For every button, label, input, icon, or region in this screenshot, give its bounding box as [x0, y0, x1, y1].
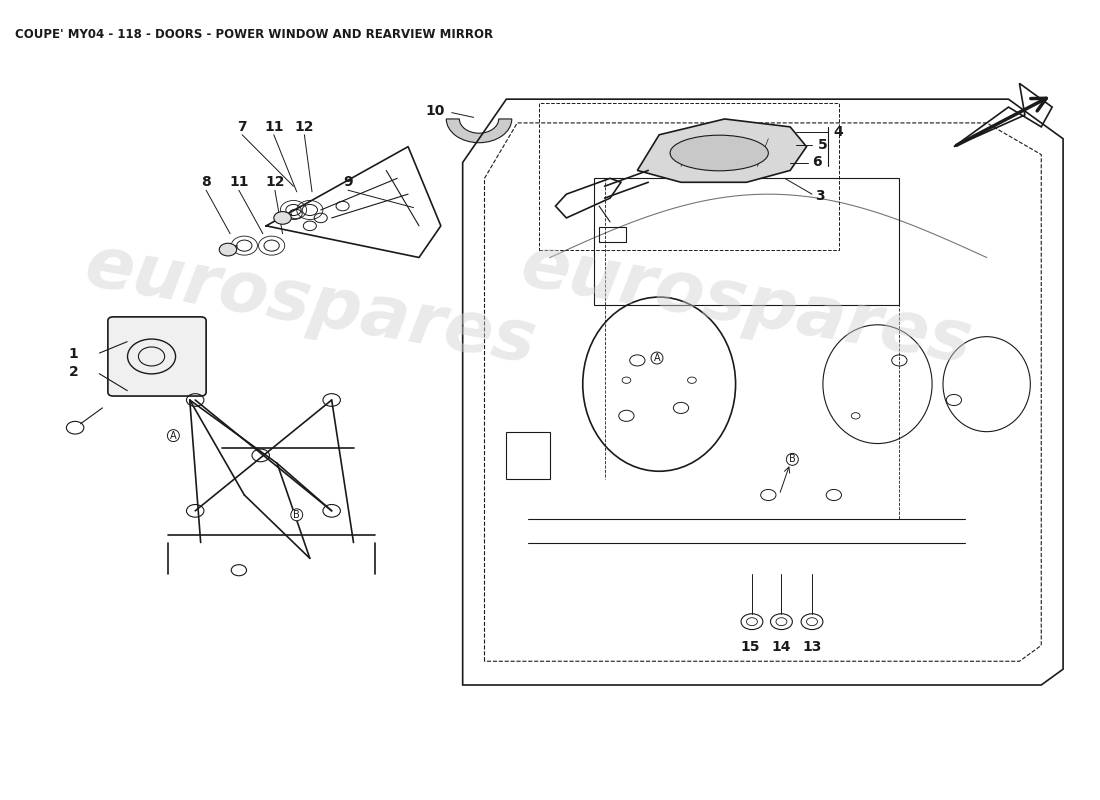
Text: 4: 4: [834, 126, 844, 139]
Text: A: A: [653, 353, 660, 363]
Text: B: B: [789, 454, 795, 464]
Text: 3: 3: [815, 189, 825, 202]
FancyBboxPatch shape: [108, 317, 206, 396]
Text: 15: 15: [740, 640, 759, 654]
Text: 9: 9: [343, 175, 353, 190]
Bar: [539, 103, 839, 250]
Text: 2: 2: [68, 366, 78, 379]
Circle shape: [219, 243, 236, 256]
Text: 6: 6: [812, 155, 822, 170]
Text: 11: 11: [229, 175, 249, 190]
Text: eurospares: eurospares: [516, 231, 978, 378]
Text: 14: 14: [772, 640, 791, 654]
Text: 5: 5: [817, 138, 827, 152]
Text: 1: 1: [68, 347, 78, 361]
Text: 8: 8: [201, 175, 211, 190]
Ellipse shape: [670, 135, 768, 171]
Text: A: A: [170, 430, 177, 441]
Circle shape: [274, 211, 292, 224]
Text: 13: 13: [802, 640, 822, 654]
Bar: [506, 432, 550, 479]
Text: 12: 12: [295, 120, 315, 134]
Polygon shape: [637, 119, 806, 182]
Bar: [594, 178, 900, 305]
Text: 11: 11: [264, 120, 284, 134]
Bar: [600, 227, 626, 242]
Text: 10: 10: [426, 104, 446, 118]
Wedge shape: [447, 119, 512, 142]
Text: 7: 7: [238, 120, 248, 134]
Text: eurospares: eurospares: [79, 231, 541, 378]
Text: COUPE' MY04 - 118 - DOORS - POWER WINDOW AND REARVIEW MIRROR: COUPE' MY04 - 118 - DOORS - POWER WINDOW…: [15, 28, 493, 41]
Text: 12: 12: [265, 175, 285, 190]
Text: B: B: [294, 510, 300, 520]
